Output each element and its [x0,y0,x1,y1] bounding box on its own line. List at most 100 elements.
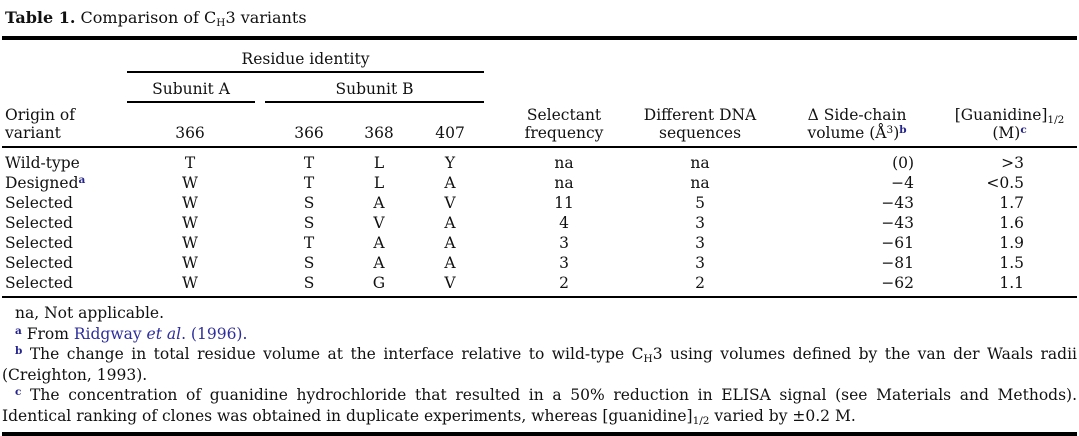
origin-cell: Designeda [2,173,120,193]
origin-value: Selected [5,194,73,212]
origin-cell: Selected [2,273,120,298]
table-row: Wild-type T T L Y na na (0) >3 [2,147,1077,173]
col-header-b368: 368 [358,103,400,148]
dna-line2: sequences [659,124,742,142]
table-cell: 1.1 [942,273,1078,298]
footnote-b: b The change in total residue volume at … [2,344,1077,385]
col-header-dna-sequences: Different DNA sequences [628,103,773,148]
table-cell: 5 [695,194,705,212]
volume-line1: Δ Side-chain [807,106,907,124]
origin-cell: Selected [2,233,120,253]
table-cell: −81 [881,254,915,272]
table-cell: S [303,194,315,212]
footnote-a: a From Ridgway et al. (1996). [2,324,1077,345]
table-cell: A [373,234,385,252]
subunit-a-group: Subunit A [120,73,260,103]
citation-etal: et al [146,324,182,343]
table-caption: Table 1. Comparison of CH3 variants [2,8,1077,28]
table-cell: 1.6 [999,214,1025,232]
table-row: Designeda W T L A na na −4 <0.5 [2,173,1077,193]
footnote-b-marker: b [15,345,23,357]
subunit-b-group: Subunit B [260,73,500,103]
col-header-selectant-frequency: Selectant frequency [500,103,629,148]
footnote-a-marker: a [15,324,22,337]
table-cell: T [303,234,315,252]
footnotes-section: na, Not applicable. a From Ridgway et al… [2,298,1077,436]
table-cell: W [182,174,198,192]
col-header-b407: 407 [400,103,501,148]
table-cell: S [303,254,315,272]
footnote-b-text: The change in total residue volume at th… [22,345,644,363]
footnote-b-text-tail: 3 using volumes defined by the van der W… [2,345,1077,384]
table-cell: G [358,273,400,298]
table-cell: Y [444,154,456,172]
table-cell: −61 [881,234,915,252]
origin-cell: Wild-type [2,147,120,173]
table-cell: A [444,174,456,192]
subunit-b-underline: Subunit B [265,80,485,103]
data-table: Residue identity Subunit A Subunit B [2,36,1078,298]
residue-identity-group: Residue identity [120,38,500,73]
table-cell: 2 [500,273,629,298]
table-cell: T [303,174,315,192]
table-cell: W [182,234,198,252]
col-header-guanidine: [Guanidine]1/2 (M)c [942,103,1078,148]
origin-value: Selected [5,254,73,272]
table-cell: W [182,254,198,272]
table-cell: −62 [772,273,943,298]
table-row: Selected W S A V 11 5 −43 1.7 [2,193,1077,213]
table-cell: T [184,154,196,172]
table-cell: V [444,194,456,212]
table-cell: >3 [1001,154,1025,172]
header-row-residue-identity: Residue identity [2,38,1077,73]
guanidine-units: (M) [992,124,1021,142]
table-cell: 3 [695,214,705,232]
table-row: Selected W S G V 2 2 −62 1.1 [2,273,1078,298]
table-cell: 1.7 [999,194,1025,212]
origin-value: Selected [5,214,73,232]
origin-cell: Selected [2,253,120,273]
table-cell: S [260,273,358,298]
table-cell: V [373,214,385,232]
table-cell: W [182,194,198,212]
table-cell: na [554,174,574,192]
origin-cell: Selected [2,213,120,233]
origin-value: Wild-type [5,154,80,172]
table-cell: na [554,154,574,172]
table-cell: 2 [628,273,773,298]
origin-value: Selected [5,234,73,252]
table-cell: −43 [881,194,915,212]
footnote-c-text-tail: varied by ±0.2 M. [709,406,856,425]
table-cell: S [303,214,315,232]
table-cell: T [303,154,315,172]
dna-line1: Different DNA [643,106,757,124]
selectant-line2: frequency [524,124,604,142]
table-cell: na [690,174,710,192]
table-cell: −4 [891,174,915,192]
caption-text-tail: 3 variants [225,8,307,27]
table-cell: W [182,214,198,232]
table-cell: W [120,273,260,298]
footnote-na-text: na, Not applicable. [15,304,165,322]
table-header: Residue identity Subunit A Subunit B [2,38,1078,148]
col-header-b366: 366 [260,103,358,148]
subunit-a-underline: Subunit A [127,80,255,103]
table-cell: −43 [881,214,915,232]
footnote-a-text: From [21,324,74,343]
table-cell: A [444,254,456,272]
footnote-c-text: The concentration of guanidine hydrochlo… [2,386,1077,425]
subunit-a-label: Subunit A [152,80,230,98]
guanidine-subscript-half: 1/2 [1047,114,1065,126]
citation-link-ridgway-1996[interactable]: Ridgway et al. (1996). [74,325,248,343]
table-cell: A [444,234,456,252]
table-cell: 3 [559,254,569,272]
caption-subscript-h: H [216,17,226,29]
table-cell: 11 [554,194,574,212]
residue-identity-label: Residue identity [241,50,370,68]
footnote-na: na, Not applicable. [2,303,1077,324]
table-cell: 1.5 [999,254,1025,272]
origin-line1: Origin of [5,106,75,124]
table-cell: A [373,194,385,212]
origin-value: Selected [5,274,73,292]
table-row: Selected W T A A 3 3 −61 1.9 [2,233,1077,253]
